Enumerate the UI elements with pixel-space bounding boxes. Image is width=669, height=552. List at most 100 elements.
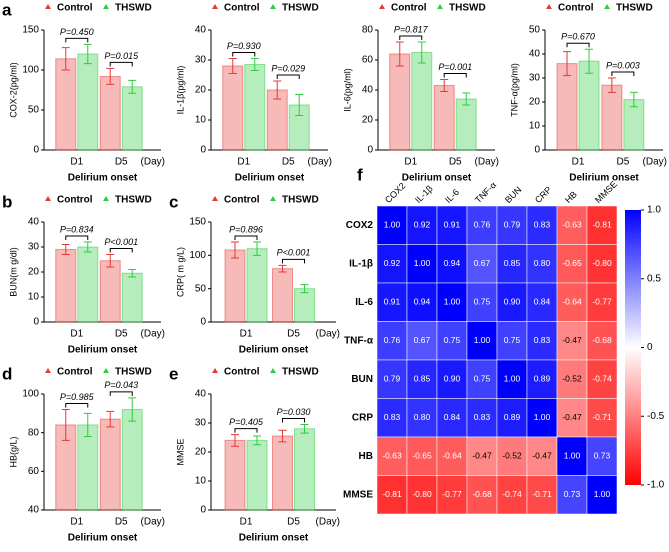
panel-label: b bbox=[2, 192, 12, 211]
cell-label: 0.67 bbox=[474, 258, 491, 268]
y-axis-label: MMSE bbox=[175, 439, 185, 466]
cell-label: -0.65 bbox=[562, 258, 582, 268]
legend-marker bbox=[45, 368, 51, 373]
heatmap-cell bbox=[406, 475, 438, 515]
cell-label: -0.63 bbox=[562, 220, 582, 230]
cell-label: 0.83 bbox=[534, 220, 551, 230]
error-bar bbox=[253, 241, 261, 256]
x-tick-label: D5 bbox=[287, 517, 300, 528]
y-tick-label: 100 bbox=[189, 250, 206, 261]
heatmap-cell bbox=[406, 436, 438, 476]
heatmap-cell bbox=[376, 359, 408, 399]
row-label: HB bbox=[359, 451, 373, 462]
cell-label: -0.47 bbox=[562, 412, 582, 422]
bar bbox=[77, 53, 99, 151]
x-unit: (Day) bbox=[141, 329, 165, 340]
legend-label: Control bbox=[57, 367, 93, 378]
y-tick-label: 80 bbox=[28, 427, 40, 438]
y-axis-label: BUN(m g/dl) bbox=[8, 247, 18, 297]
y-tick-label: 150 bbox=[189, 217, 206, 228]
heatmap-cell bbox=[556, 244, 588, 284]
y-axis-label: COX-2(pg/ml) bbox=[8, 62, 18, 118]
heatmap-cell bbox=[526, 359, 558, 399]
row-label: COX2 bbox=[346, 220, 374, 231]
significance-bracket bbox=[109, 61, 133, 67]
bar bbox=[121, 272, 143, 323]
error-bar bbox=[106, 254, 115, 268]
x-unit: (Day) bbox=[316, 329, 340, 340]
y-tick-label: 0 bbox=[33, 317, 39, 328]
cell-label: -0.74 bbox=[592, 374, 612, 384]
cell-label: 0.89 bbox=[534, 374, 551, 384]
row-label: BUN bbox=[351, 374, 373, 385]
heatmap-cell bbox=[376, 321, 408, 361]
cell-label: -0.81 bbox=[382, 489, 402, 499]
y-tick-label: 0 bbox=[200, 317, 206, 328]
error-bar bbox=[231, 434, 239, 447]
y-tick-label: 10 bbox=[195, 115, 207, 126]
error-bar bbox=[128, 269, 137, 278]
bar bbox=[55, 249, 77, 323]
error-bar bbox=[629, 91, 638, 108]
heatmap-cell bbox=[586, 398, 618, 438]
legend-marker bbox=[270, 4, 276, 9]
cell-label: 0.92 bbox=[414, 220, 431, 230]
cell-label: -0.65 bbox=[412, 451, 432, 461]
p-value: P=0.930 bbox=[227, 41, 261, 51]
heatmap-cell bbox=[406, 398, 438, 438]
x-tick-label: D5 bbox=[616, 157, 629, 168]
heatmap-cell bbox=[376, 244, 408, 284]
heatmap-cell bbox=[466, 321, 498, 361]
heatmap-cell bbox=[556, 359, 588, 399]
cell-label: 0.79 bbox=[504, 220, 521, 230]
error-bar bbox=[585, 48, 594, 74]
legend-label: Control bbox=[224, 367, 260, 378]
cell-label: -0.68 bbox=[472, 489, 492, 499]
error-bar bbox=[295, 94, 304, 116]
column-label: CRP bbox=[533, 185, 554, 206]
y-tick-label: 150 bbox=[22, 25, 39, 36]
y-tick-label: 100 bbox=[22, 389, 39, 400]
error-bar bbox=[278, 264, 287, 273]
bar bbox=[121, 408, 143, 511]
p-value: P=0.450 bbox=[60, 27, 94, 37]
y-tick-label: 80 bbox=[362, 25, 374, 36]
significance-bracket bbox=[232, 52, 256, 57]
legend-label: THSWD bbox=[115, 195, 152, 206]
cell-label: 0.83 bbox=[384, 412, 401, 422]
cell-label: -0.80 bbox=[412, 489, 432, 499]
cell-label: 0.75 bbox=[474, 297, 491, 307]
legend-marker bbox=[379, 4, 385, 9]
cell-label: 0.85 bbox=[414, 374, 431, 384]
y-tick-label: 20 bbox=[195, 85, 207, 96]
heatmap-cell bbox=[496, 398, 528, 438]
cell-label: 0.84 bbox=[534, 297, 551, 307]
error-bar bbox=[563, 51, 572, 77]
p-value: P=0.029 bbox=[271, 63, 305, 73]
bar bbox=[99, 418, 121, 511]
legend-label: Control bbox=[391, 3, 427, 14]
error-bar bbox=[440, 79, 449, 92]
cell-label: 1.00 bbox=[534, 412, 551, 422]
x-axis-label: Delirium onset bbox=[68, 345, 138, 356]
heatmap-cell bbox=[496, 475, 528, 515]
cell-label: 0.73 bbox=[564, 489, 581, 499]
x-tick-label: D5 bbox=[115, 517, 128, 528]
x-tick-label: D5 bbox=[282, 157, 295, 168]
cell-label: 0.84 bbox=[444, 412, 461, 422]
x-tick-label: D1 bbox=[237, 157, 250, 168]
y-tick-label: 40 bbox=[362, 85, 374, 96]
bar bbox=[222, 65, 244, 151]
y-tick-label: 0 bbox=[200, 145, 206, 156]
error-bar bbox=[231, 241, 239, 259]
cell-label: -0.64 bbox=[562, 297, 582, 307]
heatmap-cell bbox=[586, 436, 618, 476]
significance-bracket bbox=[611, 71, 635, 76]
heatmap-cell bbox=[526, 282, 558, 322]
legend-marker bbox=[45, 196, 51, 201]
p-value: P=0.985 bbox=[60, 392, 95, 402]
bar bbox=[433, 85, 455, 151]
x-axis-label: Delirium onset bbox=[569, 173, 639, 184]
heatmap-cell bbox=[556, 475, 588, 515]
legend-label: THSWD bbox=[282, 195, 319, 206]
